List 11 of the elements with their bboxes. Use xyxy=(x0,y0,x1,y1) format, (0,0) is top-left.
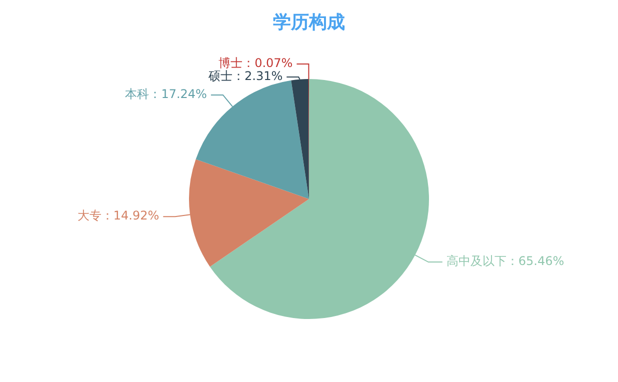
data-label: ：14.92% xyxy=(101,208,160,223)
slice-label: 高中及以下 xyxy=(446,254,506,268)
chart-title: 学历构成 xyxy=(272,11,346,34)
data-label: ：0.07% xyxy=(242,56,293,70)
slice-label: 硕士 xyxy=(208,69,232,84)
data-label: ：65.46% xyxy=(506,254,564,268)
slice-label: 本科 xyxy=(125,87,150,102)
slice-label: 博士 xyxy=(218,56,243,70)
data-label: ：17.24% xyxy=(149,87,207,102)
slice-label: 大专 xyxy=(77,208,102,223)
data-label: ：2.31% xyxy=(232,69,283,84)
